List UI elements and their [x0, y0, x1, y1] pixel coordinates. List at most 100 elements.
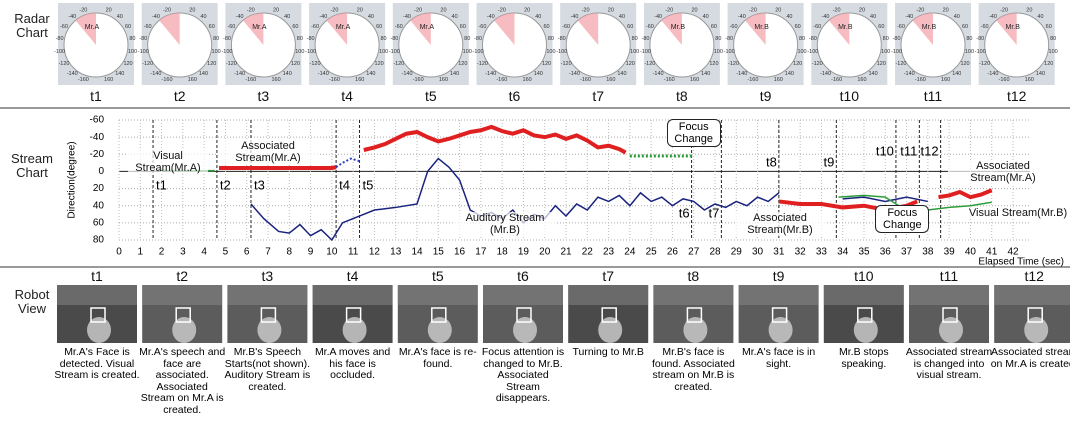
dial-label: 120	[877, 61, 886, 67]
dial-label: 20	[189, 8, 195, 14]
dial-label: 80	[632, 36, 638, 42]
dial-label: 140	[366, 71, 375, 77]
dial-label: -100	[305, 49, 316, 55]
radar-person: Mr.B	[922, 24, 937, 31]
dial-label: 40	[117, 14, 123, 20]
dial-label: -160	[831, 77, 842, 83]
dial-label: 160	[774, 77, 783, 83]
dial-label: -160	[245, 77, 256, 83]
dial-label: 60	[125, 24, 131, 30]
radar-person: Mr.B	[754, 24, 769, 31]
robot-time: t10	[854, 268, 873, 284]
robot-time: t3	[262, 268, 274, 284]
dial-label: 80	[129, 36, 135, 42]
dial-label: 60	[209, 24, 215, 30]
dial-label: 20	[775, 8, 781, 14]
caption: Mr.A moves and his face is occluded.	[309, 347, 397, 382]
dial-label: -100	[473, 49, 484, 55]
x-tick-label: 6	[244, 247, 250, 258]
dial-label: 160	[523, 77, 532, 83]
dial-label: 120	[375, 61, 384, 67]
dial-label: 100	[630, 49, 639, 55]
x-tick-label: 3	[180, 247, 186, 258]
dial-label: -80	[223, 36, 231, 42]
dial-label: -160	[496, 77, 507, 83]
focus-change: Focus Change	[667, 119, 721, 147]
robot-time: t2	[176, 268, 188, 284]
caption: Mr.A's face is re-found.	[394, 347, 482, 370]
dial-label: -120	[58, 61, 69, 67]
dial-label: -100	[389, 49, 400, 55]
dial-label: 20	[1026, 8, 1032, 14]
dial-label: 120	[123, 61, 132, 67]
dial-label: 100	[546, 49, 555, 55]
radar-time: t1	[90, 88, 102, 104]
marker-label: t5	[363, 177, 374, 192]
dial-label: 140	[617, 71, 626, 77]
stream-line	[939, 190, 992, 197]
caption: Mr.A's Face is detected. Visual Stream i…	[53, 347, 141, 382]
x-tick-label: 1	[138, 247, 144, 258]
x-tick-label: 27	[688, 247, 700, 258]
dial-label: -140	[67, 71, 78, 77]
x-tick-label: 12	[369, 247, 381, 258]
x-tick-label: 36	[880, 247, 892, 258]
x-tick-label: 2	[159, 247, 165, 258]
y-tick-label: -60	[90, 115, 105, 126]
dial-label: 40	[284, 14, 290, 20]
dial-label: -140	[820, 71, 831, 77]
caption: Associated stream is changed into visual…	[905, 347, 993, 382]
dial-label: -140	[402, 71, 413, 77]
dial-label: -120	[561, 61, 572, 67]
x-tick-label: 9	[308, 247, 314, 258]
x-tick-label: 7	[265, 247, 271, 258]
dial-label: -100	[807, 49, 818, 55]
dial-label: -100	[891, 49, 902, 55]
x-tick-label: 37	[901, 247, 913, 258]
dial-label: 40	[703, 14, 709, 20]
dial-label: -20	[916, 8, 924, 14]
dial-label: 80	[715, 36, 721, 42]
photo-light	[568, 285, 648, 305]
dial-label: -120	[895, 61, 906, 67]
dial-label: 120	[458, 61, 467, 67]
x-axis-label: Elapsed Time (sec)	[978, 257, 1064, 268]
dial-label: -140	[987, 71, 998, 77]
x-tick-label: 10	[326, 247, 338, 258]
caption: Mr.A's face is in sight.	[735, 347, 823, 370]
marker-label: t9	[823, 154, 834, 169]
dial-label: -40	[68, 14, 76, 20]
marker-label: t1	[156, 177, 167, 192]
x-tick-label: 29	[731, 247, 743, 258]
dial-label: 20	[943, 8, 949, 14]
dial-label: 140	[868, 71, 877, 77]
dial-label: 40	[619, 14, 625, 20]
caption: Turning to Mr.B	[564, 347, 652, 359]
radar-time: t12	[1007, 88, 1026, 104]
dial-label: -160	[580, 77, 591, 83]
dial-label: 20	[524, 8, 530, 14]
photo-light	[483, 285, 563, 305]
x-tick-label: 18	[497, 247, 509, 258]
dial-label: -40	[989, 14, 997, 20]
dial-label: 40	[786, 14, 792, 20]
dial-label: -60	[395, 24, 403, 30]
dial-label: 120	[207, 61, 216, 67]
x-tick-label: 15	[433, 247, 445, 258]
dial-label: -20	[833, 8, 841, 14]
dial-label: 120	[960, 61, 969, 67]
radar-time: t4	[341, 88, 353, 104]
robot-time: t1	[91, 268, 103, 284]
dial-label: -60	[897, 24, 905, 30]
dial-label: 100	[463, 49, 472, 55]
dial-label: -160	[162, 77, 173, 83]
dial-label: -120	[310, 61, 321, 67]
caption: Focus attention is changed to Mr.B. Asso…	[479, 347, 567, 405]
y-axis-label: Direction(degree)	[67, 141, 78, 218]
dial-label: -20	[582, 8, 590, 14]
dial-label: -160	[915, 77, 926, 83]
x-tick-label: 20	[539, 247, 551, 258]
series-label: Visual Stream(Mr.A)	[128, 150, 208, 174]
dial-label: 100	[881, 49, 890, 55]
focus-change: Focus Change	[875, 205, 929, 233]
